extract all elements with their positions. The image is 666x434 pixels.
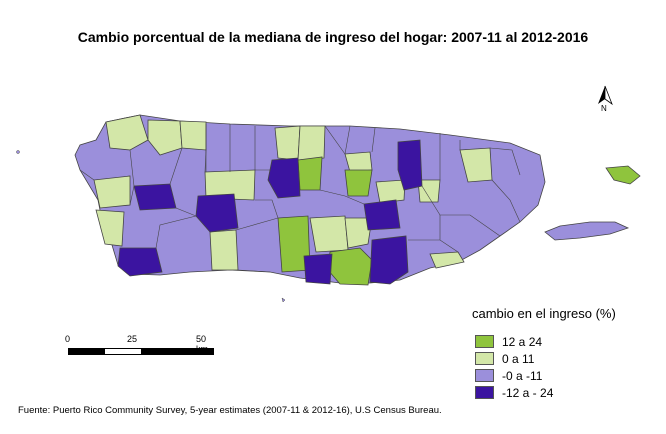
- legend-item: 0 a 11: [472, 350, 652, 367]
- legend-item: 12 a 24: [472, 333, 652, 350]
- legend-item: -0 a -11: [472, 367, 652, 384]
- class-neg12-neg24-areas: [117, 139, 423, 285]
- legend-label: -0 a -11: [502, 368, 543, 383]
- scale-tick-0: 0: [65, 334, 71, 344]
- municipal-borders: [79, 124, 521, 273]
- vieques-island: [544, 221, 630, 241]
- caja-de-muertos-islet: [281, 297, 286, 303]
- legend-item: -12 a - 24: [472, 384, 652, 401]
- class-12-24-areas: [277, 156, 641, 286]
- legend-swatch: [475, 352, 494, 365]
- legend-label: 12 a 24: [502, 334, 543, 349]
- north-arrow-icon: [598, 85, 613, 106]
- legend-swatch: [475, 369, 494, 382]
- desecheo-islet: [16, 150, 20, 154]
- map-title: Cambio porcentual de la mediana de ingre…: [77, 29, 589, 45]
- legend-swatch: [475, 386, 494, 399]
- legend: cambio en el ingreso (%) 12 a 24 0 a 11 …: [472, 306, 652, 401]
- scale-tick-25: 25: [127, 334, 138, 344]
- legend-title: cambio en el ingreso (%): [472, 306, 616, 321]
- scale-bar-segments: [68, 348, 214, 355]
- legend-label: 0 a 11: [502, 351, 535, 366]
- legend-label: -12 a - 24: [502, 385, 554, 400]
- north-label: N: [601, 104, 607, 113]
- class-0-11-areas: [93, 114, 493, 271]
- source-note: Fuente: Puerto Rico Community Survey, 5-…: [18, 405, 442, 416]
- legend-swatch: [475, 335, 494, 348]
